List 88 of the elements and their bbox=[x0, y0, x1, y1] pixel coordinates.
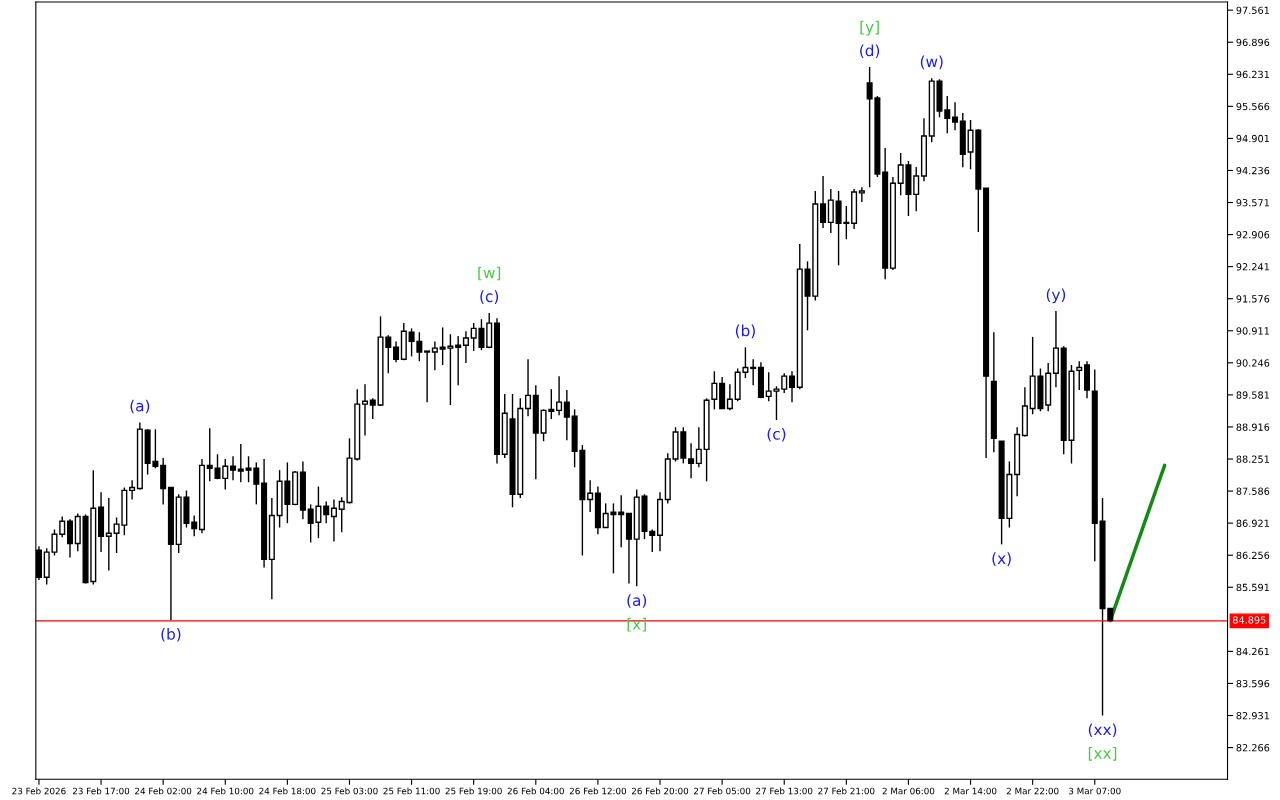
candlestick bbox=[726, 383, 733, 412]
x-tick-label: 2 Mar 06:00 bbox=[882, 787, 935, 795]
x-tick-label: 24 Feb 02:00 bbox=[135, 787, 192, 795]
candlestick bbox=[160, 457, 167, 506]
y-tick-label: 83.596 bbox=[1236, 679, 1270, 688]
x-tick-label: 27 Feb 21:00 bbox=[818, 787, 875, 795]
x-tick-label: 24 Feb 18:00 bbox=[259, 787, 316, 795]
x-tick-label: 26 Feb 20:00 bbox=[631, 787, 689, 795]
x-tick-label: 27 Feb 13:00 bbox=[756, 787, 813, 795]
candlestick bbox=[424, 350, 431, 403]
candlestick bbox=[618, 494, 625, 548]
text: (b) bbox=[735, 324, 755, 339]
candlestick bbox=[462, 330, 469, 364]
y-tick-label: 94.901 bbox=[1236, 134, 1269, 143]
y-tick-label: 92.241 bbox=[1236, 263, 1269, 271]
candlestick bbox=[191, 514, 198, 537]
candlestick bbox=[455, 335, 462, 386]
y-tick-label: 87.586 bbox=[1236, 487, 1270, 495]
candlestick bbox=[369, 397, 376, 420]
text: (w) bbox=[920, 55, 943, 70]
x-tick-label: 24 Feb 10:00 bbox=[197, 787, 254, 795]
y-tick-label: 90.246 bbox=[1236, 359, 1270, 367]
x-tick-label: 25 Feb 19:00 bbox=[445, 787, 502, 795]
ref-line-label: 84.895 bbox=[1232, 616, 1266, 624]
y-tick-label: 92.906 bbox=[1236, 231, 1270, 239]
candlestick bbox=[711, 370, 718, 411]
candlestick bbox=[556, 375, 563, 416]
x-tick-label: 25 Feb 03:00 bbox=[321, 787, 378, 795]
y-tick-label: 86.256 bbox=[1236, 551, 1270, 560]
y-tick-label: 91.576 bbox=[1236, 295, 1270, 303]
x-tick-label: 26 Feb 04:00 bbox=[507, 787, 564, 795]
candlestick bbox=[913, 166, 920, 212]
text: [y] (d) bbox=[860, 20, 880, 59]
text: [w] (c) bbox=[478, 266, 501, 304]
candlestick bbox=[66, 518, 74, 559]
candlestick bbox=[952, 101, 959, 131]
candlestick bbox=[361, 383, 369, 437]
x-tick-label: 27 Feb 05:00 bbox=[694, 787, 751, 795]
candlestick bbox=[105, 497, 112, 572]
y-tick-label: 93.571 bbox=[1236, 199, 1269, 207]
candlestick bbox=[781, 372, 788, 394]
candlestick bbox=[525, 358, 532, 417]
y-tick-label: 84.261 bbox=[1236, 647, 1269, 656]
y-tick-label: 86.921 bbox=[1236, 519, 1269, 527]
x-tick-label: 2 Mar 22:00 bbox=[1006, 787, 1059, 795]
candlestick bbox=[695, 426, 702, 468]
x-tick-label: 3 Mar 07:00 bbox=[1069, 787, 1121, 795]
x-tick-label: 23 Feb 17:00 bbox=[72, 787, 130, 795]
x-tick-label: 26 Feb 12:00 bbox=[569, 787, 627, 795]
y-tick-label: 88.251 bbox=[1236, 455, 1269, 463]
candlestick bbox=[1076, 360, 1083, 391]
y-tick-label: 94.236 bbox=[1236, 166, 1270, 175]
x-tick-label: 25 Feb 11:00 bbox=[383, 787, 440, 795]
x-tick-label: 2 Mar 14:00 bbox=[944, 787, 997, 795]
candlestick bbox=[827, 188, 834, 234]
candlestick bbox=[330, 498, 337, 543]
y-tick-label: 85.591 bbox=[1236, 583, 1269, 592]
y-tick-label: 96.231 bbox=[1236, 70, 1269, 79]
candlestick bbox=[237, 443, 244, 483]
candlestick bbox=[230, 455, 237, 481]
y-tick-label: 95.566 bbox=[1236, 102, 1270, 111]
y-tick-label: 96.896 bbox=[1236, 38, 1270, 47]
text: (c) bbox=[767, 427, 786, 442]
candlestick bbox=[750, 358, 757, 386]
candlestick bbox=[688, 442, 695, 480]
y-tick-label: 90.911 bbox=[1236, 327, 1269, 335]
text: (a) bbox=[130, 399, 150, 414]
text: (xx) [xx] bbox=[1088, 723, 1117, 761]
x-tick-label: 23 Feb 2026 bbox=[12, 787, 66, 795]
y-tick-label: 82.931 bbox=[1236, 711, 1269, 720]
candlestick bbox=[587, 479, 594, 513]
line-series bbox=[1108, 463, 1167, 623]
candlestick bbox=[820, 175, 827, 229]
y-tick-label: 82.266 bbox=[1236, 744, 1270, 752]
candlestick bbox=[393, 340, 400, 363]
candlestick bbox=[431, 340, 438, 372]
candlestick bbox=[563, 389, 570, 441]
y-tick-label: 88.916 bbox=[1236, 423, 1270, 431]
y-tick-label: 97.561 bbox=[1236, 6, 1269, 14]
y-tick-label: 89.581 bbox=[1236, 391, 1269, 399]
text: (y) bbox=[1046, 288, 1066, 304]
candlestick bbox=[858, 186, 865, 203]
candlestick bbox=[788, 370, 796, 403]
text: (x) bbox=[992, 552, 1011, 566]
candlestick bbox=[129, 479, 136, 501]
text: (b) bbox=[161, 627, 181, 642]
candlestick bbox=[59, 515, 66, 538]
candlestick bbox=[323, 500, 330, 524]
